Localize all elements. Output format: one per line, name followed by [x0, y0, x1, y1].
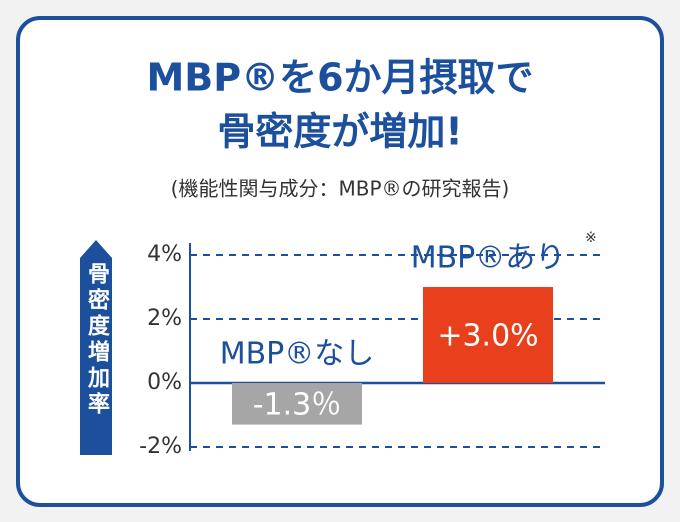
y-tick-label: 4%	[147, 242, 182, 267]
y-tick-label: 0%	[147, 370, 182, 395]
chart-subtitle: (機能性関与成分：MBP®の研究報告)	[171, 177, 510, 201]
chart-title: 骨密度が増加!	[217, 110, 462, 154]
y-tick-label: 2%	[147, 306, 182, 331]
bar	[423, 287, 553, 383]
value-label: -1.3％	[253, 387, 342, 422]
value-label: +3.0%	[437, 319, 538, 354]
chart-title: MBP®を6か月摂取で	[146, 56, 533, 100]
category-label: MBP®なし	[220, 337, 375, 372]
y-label-box	[80, 240, 112, 455]
annotation: ※	[585, 230, 597, 246]
bar	[232, 383, 362, 425]
category-label: MBP®あり	[411, 241, 566, 276]
y-axis-label: 骨密度増加率	[84, 262, 111, 418]
y-tick-label: -2%	[139, 434, 182, 459]
